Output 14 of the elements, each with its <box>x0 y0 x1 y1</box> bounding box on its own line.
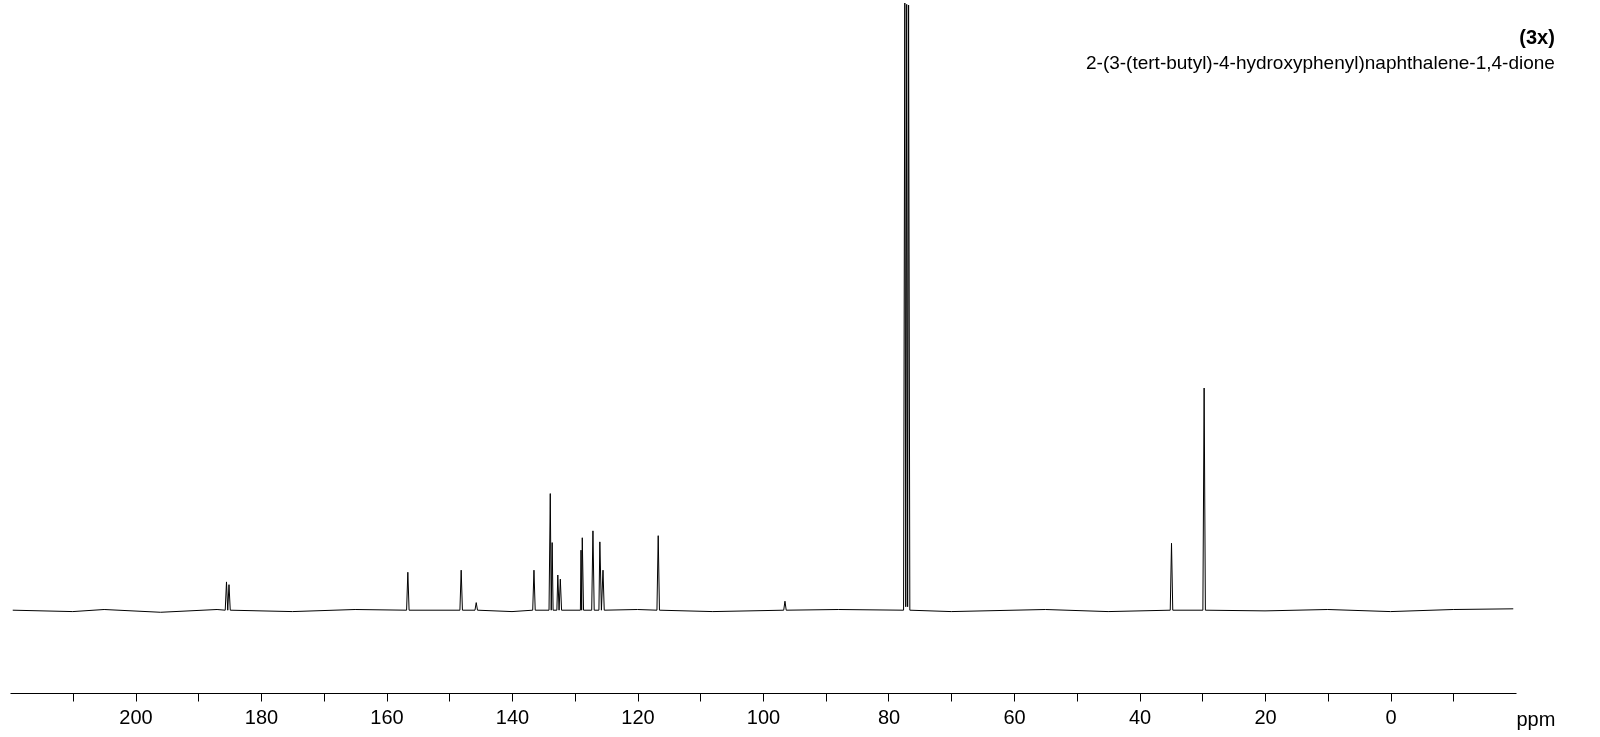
x-tick-label: 140 <box>495 705 530 728</box>
x-axis-title: ppm <box>1516 707 1556 730</box>
x-tick-label: 200 <box>119 705 153 728</box>
text: 2-(3-(tert-butyl)-4-hydroxyphenyl)naphthalene-1,4-dione <box>1086 51 1555 73</box>
x-tick-label: 180 <box>244 705 279 728</box>
x-tick-label: 100 <box>746 705 781 728</box>
text: (3x) <box>1519 25 1555 48</box>
x-tick-label: 60 <box>1003 705 1026 728</box>
x-tick-label: 160 <box>370 705 404 728</box>
x-tick-label: 0 <box>1385 705 1397 728</box>
x-tick-label: 80 <box>877 705 901 728</box>
x-tick-label: 40 <box>1128 705 1152 728</box>
x-tick-label: 120 <box>621 705 655 728</box>
x-tick-label: 20 <box>1254 705 1277 728</box>
